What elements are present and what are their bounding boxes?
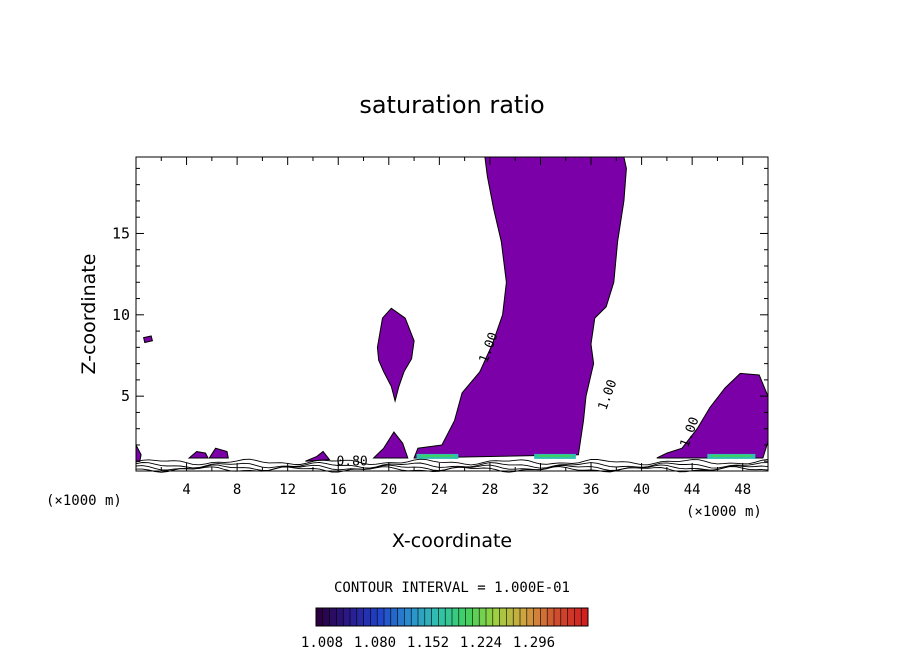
colorbar-cell — [356, 608, 365, 626]
colorbar-cell — [343, 608, 351, 626]
colorbar-cell — [465, 608, 473, 626]
colorbar — [315, 607, 589, 627]
colorbar-cell — [336, 608, 344, 626]
y-tick-label: 10 — [112, 306, 130, 324]
x-tick-label: 24 — [431, 482, 448, 498]
x-tick-label: 36 — [583, 482, 600, 498]
colorbar-cell — [506, 608, 514, 626]
colorbar-cell — [547, 608, 555, 626]
colorbar-cell — [370, 608, 378, 626]
region-low-blob-7 — [208, 447, 229, 459]
contour-interval-text: CONTOUR INTERVAL = 1.000E-01 — [334, 580, 570, 596]
colorbar-cell — [554, 608, 562, 626]
colorbar-cell — [458, 608, 467, 626]
surface-contour-line — [135, 461, 769, 469]
colorbar-cell — [567, 608, 575, 626]
colorbar-cell — [486, 608, 494, 626]
y-axis-label: Z-coordinate — [78, 254, 100, 375]
x-tick-label: 4 — [182, 482, 190, 498]
colorbar-cell — [329, 608, 337, 626]
colorbar-cell — [540, 608, 548, 626]
colorbar-cell — [492, 608, 501, 626]
y-tick-label: 5 — [121, 387, 130, 405]
x-tick-label: 16 — [330, 482, 347, 498]
colorbar-cell — [384, 608, 392, 626]
colorbar-cell — [479, 608, 487, 626]
region-left-edge — [135, 444, 142, 462]
colorbar-labels: 1.008 1.080 1.152 1.224 1.296 — [301, 635, 555, 651]
colorbar-cell — [520, 608, 528, 626]
colorbar-cell — [445, 608, 453, 626]
colorbar-cell — [411, 608, 419, 626]
colorbar-cell — [397, 608, 405, 626]
colorbar-cell — [424, 608, 433, 626]
x-tick-label: 12 — [279, 482, 296, 498]
high-value-core — [711, 454, 752, 457]
colorbar-cell — [322, 608, 331, 626]
x-tick-label: 32 — [532, 482, 549, 498]
x-tick-label: 40 — [633, 482, 650, 498]
colorbar-cell — [499, 608, 507, 626]
colorbar-cell — [377, 608, 385, 626]
colorbar-tick-label: 1.008 — [301, 635, 343, 651]
colorbar-cell — [513, 608, 521, 626]
chart-title: saturation ratio — [359, 91, 544, 119]
x-unit-left: (×1000 m) — [46, 493, 122, 509]
region-small-blob-8 — [142, 335, 154, 344]
x-tick-label: 44 — [684, 482, 701, 498]
colorbar-cell — [533, 608, 541, 626]
colorbar-cell — [350, 608, 358, 626]
contour-label: 0.80 — [336, 454, 367, 469]
region-right-plume — [656, 372, 769, 459]
colorbar-cell — [431, 608, 439, 626]
colorbar-cell — [574, 608, 582, 626]
y-tick-label: 15 — [112, 224, 130, 242]
x-tick-label: 48 — [734, 482, 751, 498]
colorbar-cell — [418, 608, 426, 626]
colorbar-cell — [526, 608, 535, 626]
colorbar-cell — [472, 608, 480, 626]
high-value-core — [538, 454, 572, 457]
surface-contour-line — [135, 458, 769, 466]
colorbar-tick-label: 1.152 — [407, 635, 449, 651]
surface-contours — [135, 458, 769, 473]
y-axis-ticks: 5 10 15 — [112, 167, 768, 462]
colorbar-cell — [581, 608, 589, 626]
colorbar-cell — [438, 608, 446, 626]
x-unit-right: (×1000 m) — [686, 504, 762, 520]
region-blob-mid — [376, 307, 415, 403]
x-tick-label: 28 — [481, 482, 498, 498]
x-axis-ticks: 4 8 12 16 20 24 28 32 36 40 44 48 — [160, 157, 751, 498]
colorbar-tick-label: 1.224 — [460, 635, 502, 651]
contour-label: 1.00 — [596, 378, 621, 413]
colorbar-cell — [316, 608, 324, 626]
colorbar-cell — [404, 608, 412, 626]
colorbar-cell — [390, 608, 399, 626]
x-tick-label: 20 — [380, 482, 397, 498]
colorbar-tick-label: 1.296 — [513, 635, 555, 651]
high-value-core — [420, 454, 455, 457]
colorbar-frame — [315, 607, 589, 627]
x-axis-label: X-coordinate — [392, 530, 512, 552]
region-low-blob-14 — [305, 450, 331, 462]
region-low-blob-5 — [187, 450, 209, 459]
colorbar-cell — [452, 608, 460, 626]
x-tick-label: 8 — [233, 482, 241, 498]
region-main-plume — [413, 156, 627, 459]
colorbar-cell — [363, 608, 371, 626]
region-low-blob-20 — [372, 431, 409, 459]
plot-frame — [135, 156, 769, 472]
colorbar-cell — [560, 608, 569, 626]
fill-regions — [135, 156, 769, 462]
colorbar-tick-label: 1.080 — [354, 635, 396, 651]
